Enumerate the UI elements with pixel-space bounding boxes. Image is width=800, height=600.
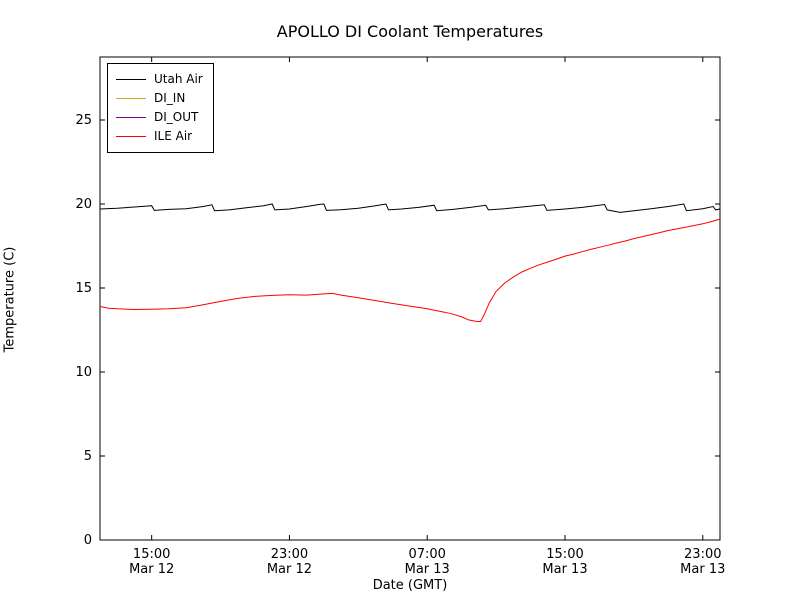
x-axis-label: Date (GMT)	[372, 578, 448, 593]
legend-label: DI_IN	[154, 91, 186, 105]
legend-line-sample	[116, 98, 146, 99]
legend-label: DI_OUT	[154, 110, 199, 124]
legend-item: DI_IN	[116, 89, 203, 108]
svg-text:23:00: 23:00	[271, 547, 308, 562]
legend-line-sample	[116, 79, 146, 80]
y-axis-label: Temperature (C)	[2, 246, 18, 353]
legend-item: Utah Air	[116, 70, 203, 89]
legend: Utah Air DI_IN DI_OUT ILE Air	[107, 63, 214, 153]
legend-item: ILE Air	[116, 127, 203, 146]
svg-text:25: 25	[75, 113, 92, 128]
svg-text:07:00: 07:00	[408, 547, 445, 562]
legend-line-sample	[116, 136, 146, 137]
chart-title: APOLLO DI Coolant Temperatures	[276, 22, 544, 41]
svg-text:15:00: 15:00	[133, 547, 170, 562]
svg-text:15:00: 15:00	[546, 547, 583, 562]
svg-text:5: 5	[84, 449, 92, 464]
svg-text:Mar 13: Mar 13	[405, 562, 450, 577]
svg-text:23:00: 23:00	[684, 547, 721, 562]
svg-text:Mar 12: Mar 12	[129, 562, 174, 577]
svg-text:0: 0	[84, 533, 92, 548]
svg-text:Mar 13: Mar 13	[542, 562, 587, 577]
svg-text:10: 10	[75, 365, 92, 380]
svg-text:Mar 12: Mar 12	[267, 562, 312, 577]
legend-label: ILE Air	[154, 129, 193, 143]
legend-line-sample	[116, 117, 146, 118]
svg-text:Mar 13: Mar 13	[680, 562, 725, 577]
svg-text:20: 20	[75, 197, 92, 212]
svg-text:15: 15	[75, 281, 92, 296]
legend-label: Utah Air	[154, 72, 203, 86]
legend-item: DI_OUT	[116, 108, 203, 127]
